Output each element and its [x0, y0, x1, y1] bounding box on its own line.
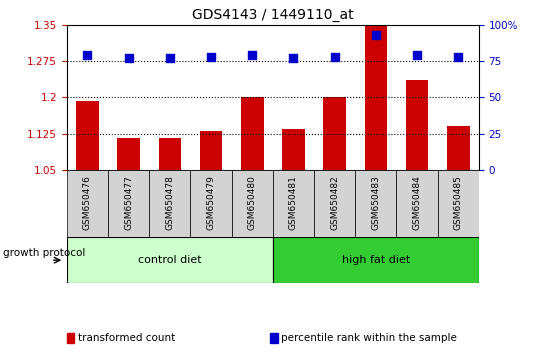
Point: [207, 54, 215, 59]
Point: [371, 32, 380, 38]
Text: percentile rank within the sample: percentile rank within the sample: [281, 333, 457, 343]
Text: GSM650480: GSM650480: [248, 175, 257, 230]
Bar: [158, 138, 181, 170]
Text: GSM650483: GSM650483: [371, 175, 380, 230]
Point: [289, 55, 297, 61]
Bar: [200, 131, 223, 170]
Bar: [355, 170, 396, 237]
Bar: [76, 101, 99, 170]
Bar: [190, 170, 232, 237]
Bar: [67, 170, 108, 237]
Point: [413, 52, 422, 58]
Point: [454, 54, 462, 59]
Point: [83, 52, 92, 58]
Text: GSM650485: GSM650485: [454, 175, 463, 230]
Text: GSM650484: GSM650484: [412, 175, 422, 230]
Bar: [396, 170, 438, 237]
Bar: [364, 26, 387, 170]
Text: GSM650477: GSM650477: [124, 175, 133, 230]
Bar: [438, 170, 479, 237]
Text: GSM650482: GSM650482: [330, 175, 339, 230]
Bar: [447, 126, 470, 170]
Point: [248, 52, 257, 58]
Text: GSM650481: GSM650481: [289, 175, 298, 230]
Bar: [241, 97, 264, 170]
Bar: [117, 138, 140, 170]
Bar: [108, 170, 149, 237]
Point: [331, 54, 339, 59]
Bar: [273, 170, 314, 237]
Point: [166, 55, 174, 61]
Text: GSM650479: GSM650479: [207, 175, 216, 230]
Bar: [149, 170, 190, 237]
Bar: [314, 170, 355, 237]
Title: GDS4143 / 1449110_at: GDS4143 / 1449110_at: [192, 8, 354, 22]
Text: control diet: control diet: [138, 255, 202, 265]
Point: [124, 55, 133, 61]
Text: high fat diet: high fat diet: [342, 255, 410, 265]
Bar: [323, 97, 346, 170]
Text: growth protocol: growth protocol: [3, 249, 85, 258]
Text: GSM650478: GSM650478: [165, 175, 174, 230]
Bar: [273, 237, 479, 283]
Bar: [282, 129, 305, 170]
Text: GSM650476: GSM650476: [83, 175, 92, 230]
Bar: [232, 170, 273, 237]
Bar: [67, 237, 273, 283]
Text: transformed count: transformed count: [78, 333, 175, 343]
Bar: [406, 80, 429, 170]
